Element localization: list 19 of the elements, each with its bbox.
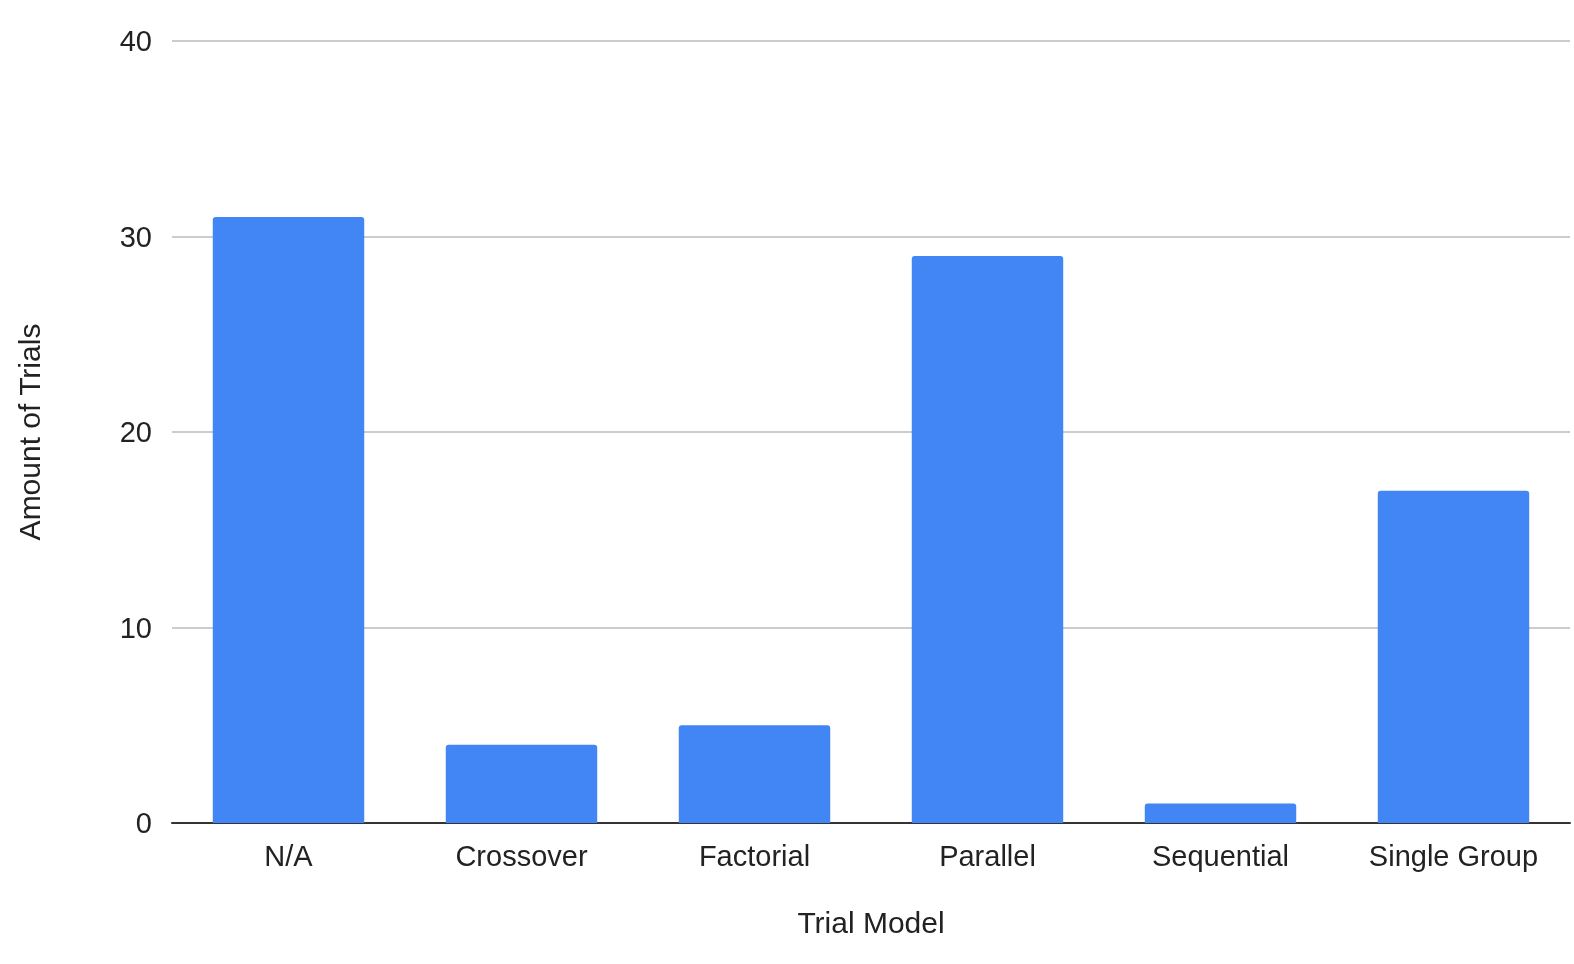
y-tick-label: 40 (119, 25, 152, 57)
x-tick-label: Parallel (939, 839, 1036, 872)
x-tick-label: Sequential (1151, 839, 1290, 872)
y-tick-label: 0 (135, 807, 152, 839)
x-tick-label: Single Group (1368, 839, 1539, 872)
bar (212, 216, 365, 823)
bar (1144, 803, 1297, 823)
x-axis-title: Trial Model (797, 905, 945, 939)
bar (1377, 490, 1530, 823)
y-tick-label: 30 (119, 220, 152, 253)
x-tick-label: N/A (264, 839, 314, 872)
bar (911, 256, 1064, 823)
bar (678, 725, 831, 823)
x-tick-label: Crossover (455, 839, 588, 872)
bar (445, 744, 598, 823)
x-tick-label: Factorial (698, 839, 811, 872)
y-tick-label: 20 (119, 416, 152, 448)
y-tick-label: 10 (119, 611, 152, 644)
y-axis-title: Amount of Trials (12, 323, 46, 541)
